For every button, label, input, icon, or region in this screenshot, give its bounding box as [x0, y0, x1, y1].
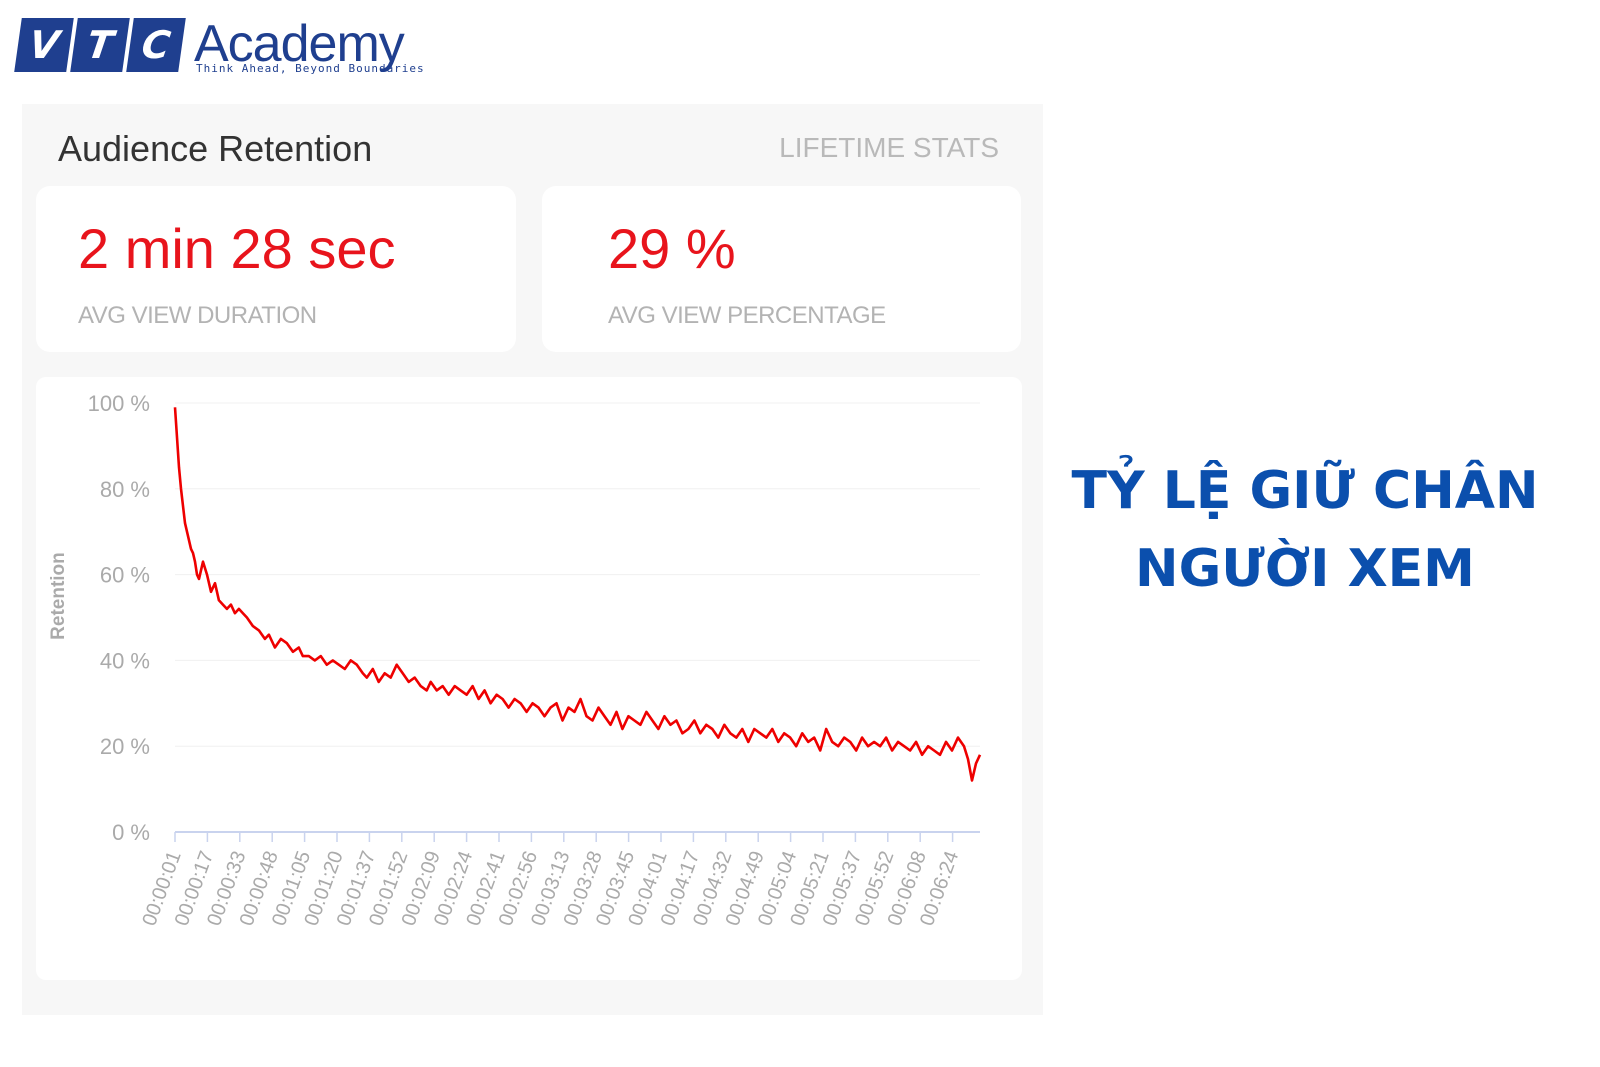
avg-view-percentage-value: 29 % — [608, 217, 736, 280]
audience-retention-panel: Audience Retention LIFETIME STATS 2 min … — [22, 104, 1043, 1015]
headline-line-1: TỶ LỆ GIỮ CHÂN — [1071, 461, 1539, 521]
retention-chart-card: 0 % 20 % 40 % 60 % 80 % 100 % Retention 00:00:0… — [36, 377, 1022, 980]
retention-line — [173, 407, 982, 782]
logo-letter-v: V — [14, 18, 74, 72]
avg-view-duration-card: 2 min 28 sec AVG VIEW DURATION — [36, 186, 516, 352]
headline: TỶ LỆ GIỮ CHÂN NGƯỜI XEM — [1070, 452, 1540, 608]
avg-view-percentage-label: AVG VIEW PERCENTAGE — [608, 302, 886, 329]
logo-letter-c: C — [126, 18, 186, 72]
vtc-academy-logo: V T C Academy Think Ahead, Beyond Bounda… — [14, 15, 424, 75]
headline-line-2: NGƯỜI XEM — [1135, 539, 1475, 599]
avg-view-duration-value: 2 min 28 sec — [78, 217, 396, 280]
y-tick-label: 60 % — [100, 563, 150, 588]
y-tick-label: 80 % — [100, 477, 150, 502]
y-tick-label: 40 % — [100, 648, 150, 673]
panel-title: Audience Retention — [58, 128, 373, 169]
avg-view-percentage-card: 29 % AVG VIEW PERCENTAGE — [542, 186, 1021, 352]
y-axis-label: Retention — [48, 552, 69, 640]
logo-tagline: Think Ahead, Beyond Boundaries — [196, 62, 425, 75]
y-tick-label: 20 % — [100, 734, 150, 759]
lifetime-stats-link[interactable]: LIFETIME STATS — [779, 132, 999, 163]
logo-wordmark: Academy Think Ahead, Beyond Boundaries — [194, 15, 424, 75]
y-tick-label: 100 % — [88, 391, 150, 416]
retention-line-chart: 0 %20 %40 %60 %80 %100 %Retention00:00:0… — [48, 391, 982, 929]
y-tick-label: 0 % — [112, 820, 150, 845]
logo-academy-text: Academy — [194, 15, 405, 73]
avg-view-duration-label: AVG VIEW DURATION — [78, 302, 317, 329]
logo-letter-t: T — [70, 18, 130, 72]
